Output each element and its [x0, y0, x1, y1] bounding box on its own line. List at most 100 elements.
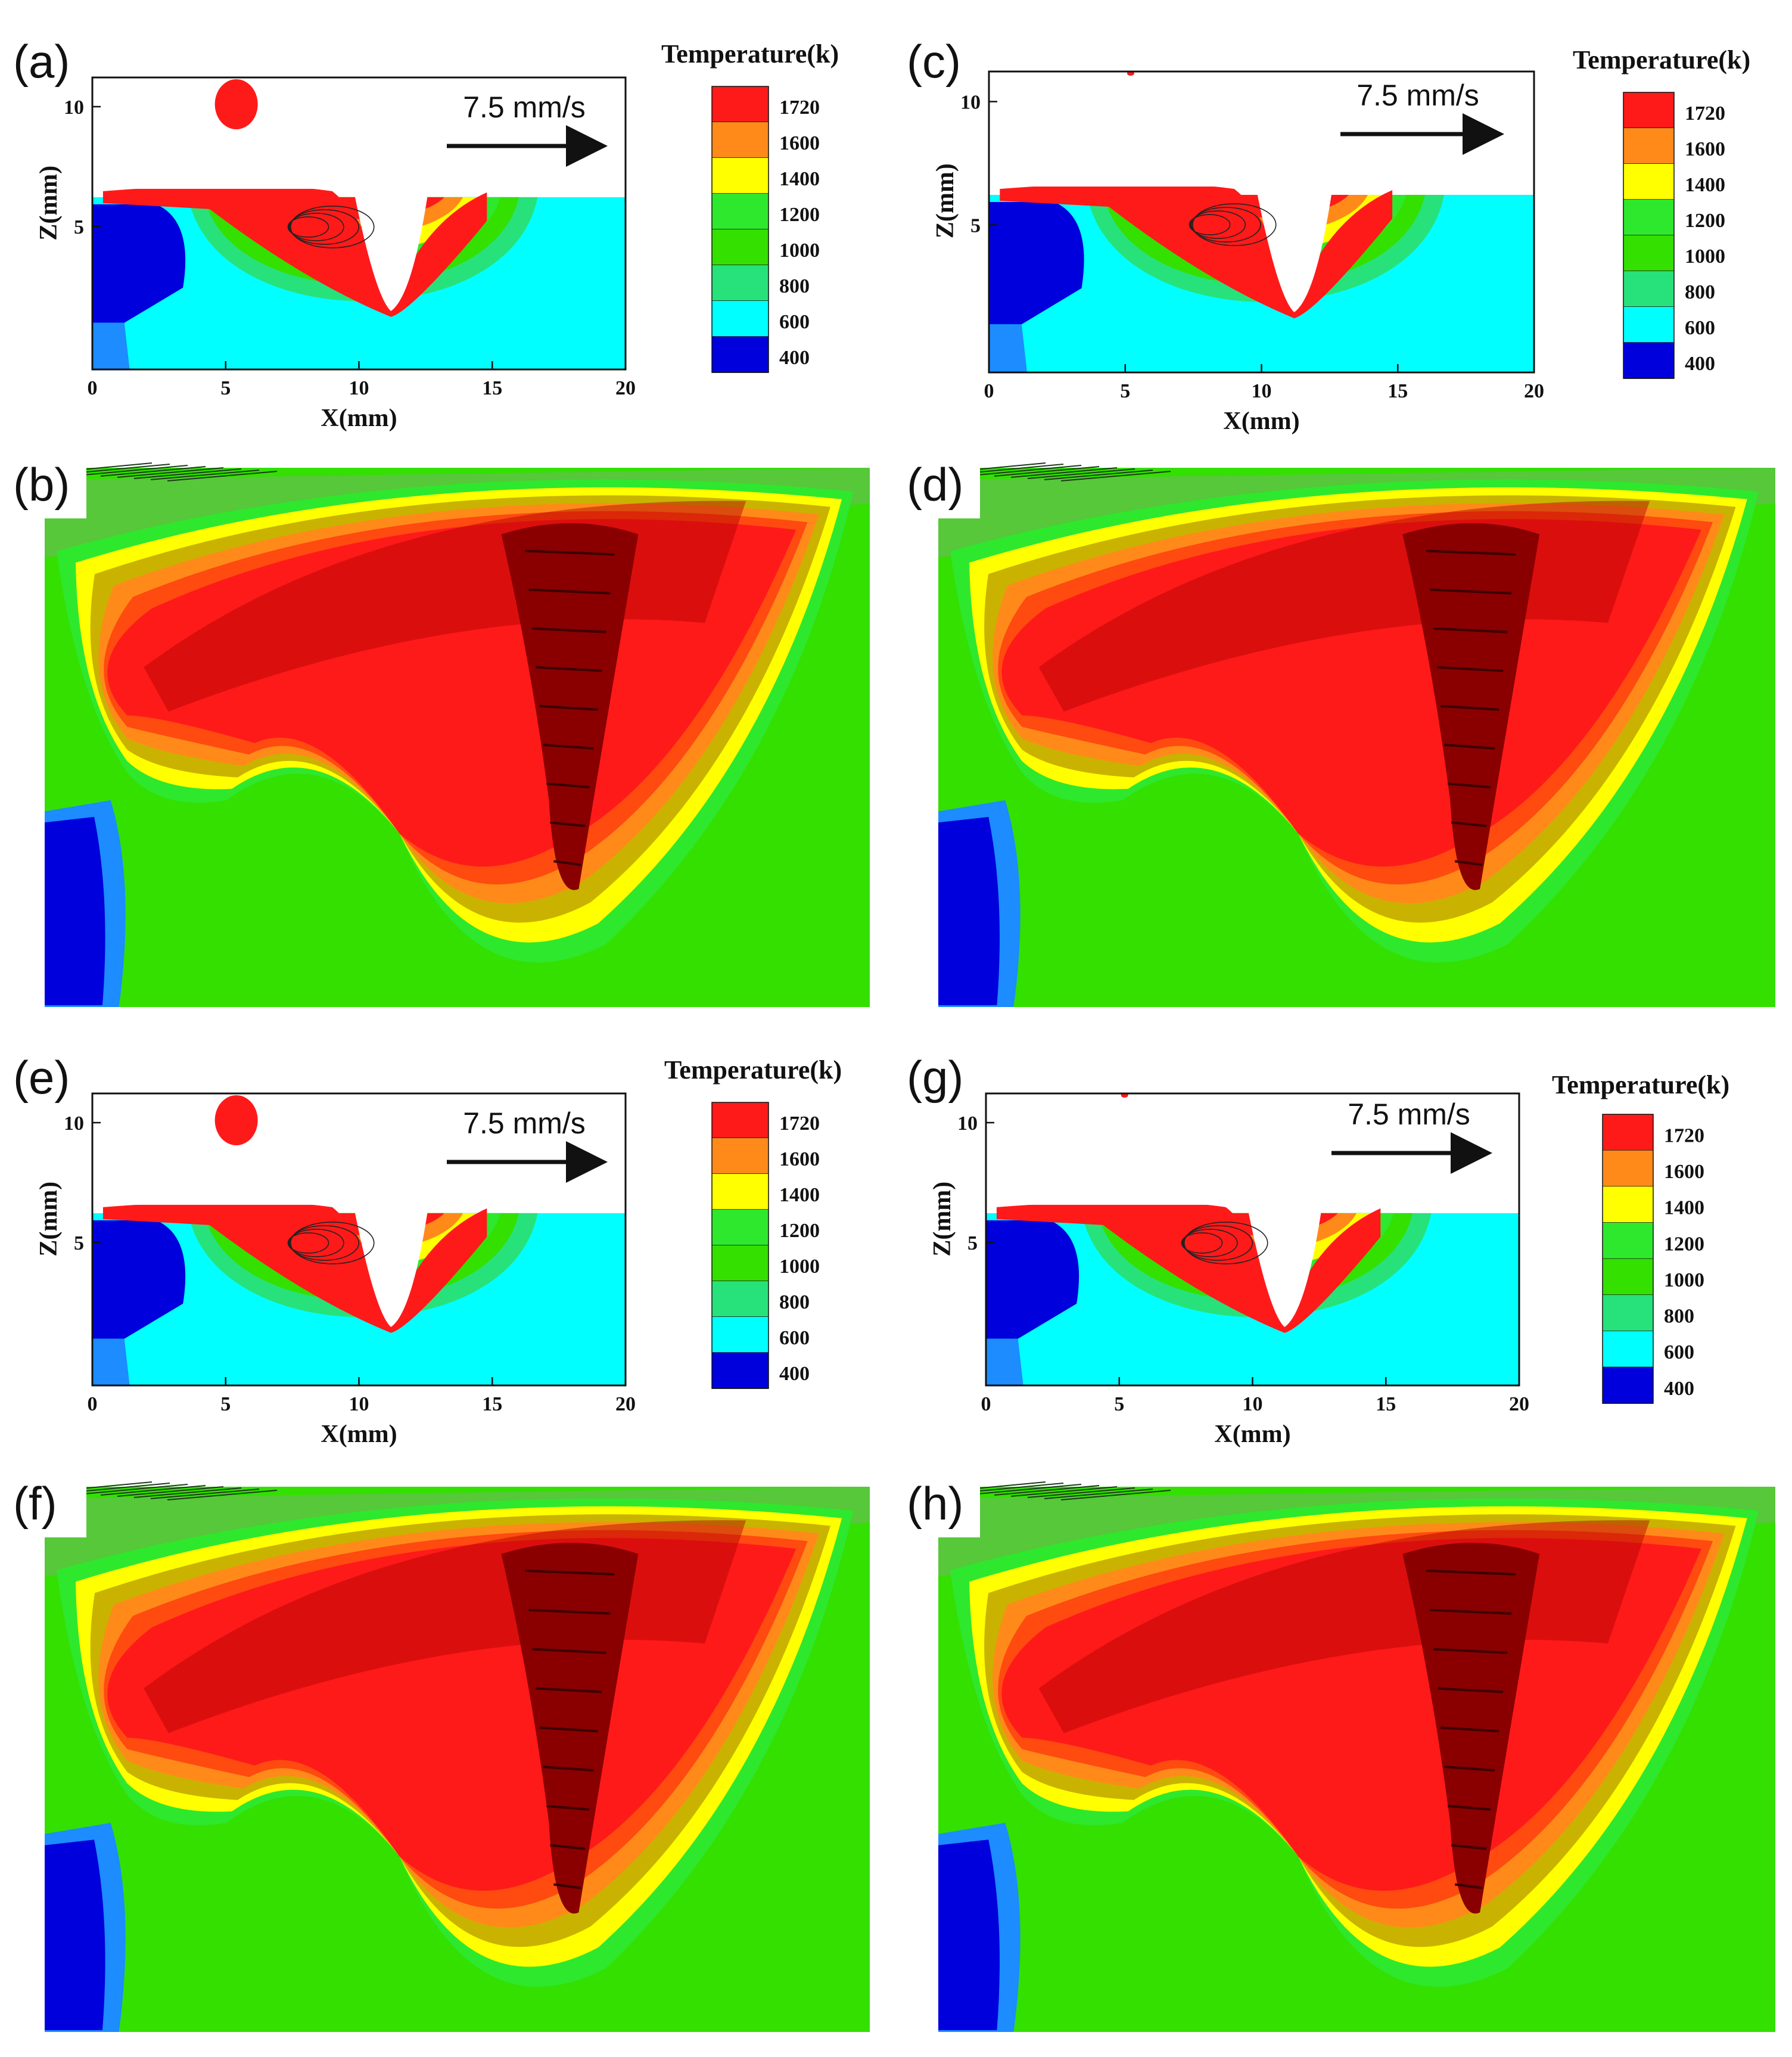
colorbar-label: 400	[779, 1363, 810, 1385]
panel-label: (f)	[13, 1477, 57, 1530]
cold-region	[938, 1840, 1000, 2030]
keyhole-mesh	[543, 744, 594, 750]
melt-pool	[1000, 183, 1393, 319]
streamline	[287, 1232, 329, 1254]
colorbar-swatch	[712, 86, 769, 122]
x-tick-label: 15	[482, 377, 502, 399]
cold-region	[92, 1220, 186, 1339]
colorbar-swatch	[712, 337, 769, 372]
x-axis-label: X(mm)	[1223, 408, 1299, 435]
colorbar-label: 800	[779, 275, 810, 297]
colorbar-label: 400	[1664, 1378, 1694, 1400]
colorbar-label: 1200	[779, 1220, 820, 1242]
gas-region	[986, 1093, 1519, 1205]
keyhole-mesh	[1430, 1608, 1512, 1615]
panel-label: (c)	[907, 35, 961, 88]
streamline	[1190, 210, 1246, 239]
keyhole-mesh	[536, 1687, 602, 1694]
keyhole-mesh	[546, 1804, 590, 1811]
colorbar-swatch	[1623, 235, 1674, 271]
scene-3d	[45, 462, 870, 1007]
colorbar-frame	[1623, 92, 1675, 379]
x-axis-label: X(mm)	[321, 405, 397, 432]
colorbar-label: 600	[779, 1327, 810, 1349]
keyhole-mesh	[1437, 1687, 1504, 1694]
gas-region	[92, 1093, 626, 1205]
x-tick-label: 0	[981, 1393, 991, 1415]
panel-label: (b)	[13, 458, 70, 511]
colorbar-label: 1720	[779, 1113, 820, 1135]
mesh-line	[83, 1484, 188, 1494]
speed-label: 7.5 mm/s	[463, 1107, 586, 1140]
keyhole-mesh	[1426, 549, 1516, 556]
y-axis-label: Z(mm)	[932, 163, 959, 238]
mesh-line	[167, 1490, 278, 1500]
y-tick-label: 10	[957, 1113, 978, 1135]
colorbar-label: 1600	[1664, 1161, 1704, 1183]
x-tick-label: 5	[220, 377, 231, 399]
colorbar-title: Temperature(k)	[664, 1055, 842, 1085]
streamline	[288, 213, 344, 241]
colorbar-swatch	[1603, 1222, 1653, 1259]
mesh-line	[1027, 1487, 1135, 1498]
keyhole-mesh	[539, 704, 598, 711]
colorbar-label: 1400	[1664, 1197, 1704, 1219]
streamline	[1189, 214, 1231, 235]
colorbar-swatch	[1623, 271, 1674, 307]
mesh-line	[100, 466, 206, 477]
colorbar-swatch	[712, 1317, 769, 1353]
x-tick-label: 20	[1509, 1393, 1529, 1415]
keyhole-mesh	[543, 1766, 594, 1772]
plot-area	[91, 76, 627, 371]
colorbar-swatch	[712, 1281, 769, 1317]
chart-panel: (c) 0 5 10 15 20 5 10 X(mm) Z(mm) 7.5 mm/s Temperat…	[907, 35, 1750, 435]
colorbar-label: 1720	[779, 97, 820, 119]
panel-label-backing	[0, 1472, 86, 1537]
colorbar-label: 1000	[779, 240, 820, 262]
cold-region-edge	[989, 324, 1028, 372]
x-tick-label: 0	[88, 377, 98, 399]
droplet	[214, 1095, 258, 1145]
mesh-line	[1044, 1489, 1153, 1499]
cold-region-edge	[986, 1338, 1023, 1385]
colorbar-swatch	[1623, 343, 1674, 378]
colorbar-title: Temperature(k)	[1573, 45, 1750, 74]
keyhole-mesh	[532, 627, 606, 633]
x-axis-label: X(mm)	[1214, 1421, 1290, 1448]
x-tick-label: 5	[1120, 380, 1130, 402]
colorbar-swatch	[1603, 1150, 1653, 1187]
colorbar-frame	[711, 86, 769, 373]
colorbar-swatch	[712, 1138, 769, 1174]
mesh-line	[83, 465, 188, 476]
panel-label: (g)	[907, 1051, 963, 1104]
streamline	[1191, 207, 1261, 243]
y-tick-label: 5	[970, 215, 981, 237]
chart-panel: (a) 0 5 10 15 20 5 10 X(mm) Z(mm) 7.5 mm/s Temperat…	[13, 35, 839, 432]
chart-panel-3d: (h)	[894, 1472, 1775, 2032]
mesh-line	[994, 466, 1100, 477]
colorbar-swatch	[1623, 200, 1674, 235]
colorbar-swatch	[1623, 307, 1674, 343]
y-tick-label: 10	[960, 92, 981, 114]
colorbar-label: 600	[779, 311, 810, 333]
keyhole-mesh	[1444, 1766, 1495, 1772]
mesh-line	[1010, 1486, 1118, 1497]
melt-pool	[102, 185, 487, 317]
keyhole-mesh	[1441, 1726, 1499, 1733]
y-axis-label: Z(mm)	[929, 1182, 956, 1257]
keyhole-mesh	[1437, 666, 1504, 672]
panel-label: (e)	[13, 1051, 70, 1104]
keyhole-surface	[1402, 523, 1540, 890]
melt-pool	[102, 1201, 487, 1333]
panel-label: (h)	[907, 1477, 963, 1530]
keyhole-surface	[1402, 1543, 1540, 1914]
colorbar-swatch	[712, 194, 769, 229]
y-tick-label: 5	[74, 1232, 84, 1254]
gas-region	[92, 77, 626, 189]
panel-label: (a)	[13, 35, 70, 88]
scene-3d	[45, 1481, 870, 2032]
plot-area	[988, 70, 1535, 374]
streamline	[290, 206, 375, 248]
keyhole-mesh	[1454, 1883, 1483, 1890]
